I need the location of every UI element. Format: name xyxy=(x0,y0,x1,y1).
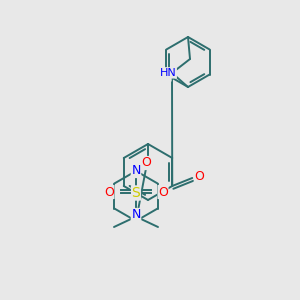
Text: O: O xyxy=(194,170,204,184)
Text: N: N xyxy=(131,164,141,178)
Text: O: O xyxy=(158,185,168,199)
Text: O: O xyxy=(104,185,114,199)
Text: O: O xyxy=(141,157,151,169)
Text: N: N xyxy=(162,68,171,81)
Text: N: N xyxy=(131,208,141,221)
Text: HN: HN xyxy=(160,68,176,78)
Text: S: S xyxy=(132,186,140,200)
